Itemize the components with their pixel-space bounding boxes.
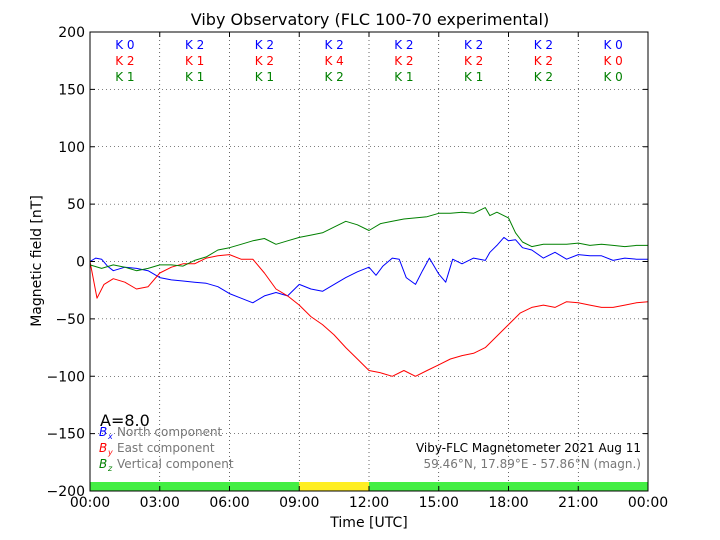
x-axis: 00:00 03:00 06:00 09:00 12:00 15:00 18:00 21:00… xyxy=(70,32,668,511)
k-index-value: K 1 xyxy=(185,54,204,68)
k-index-value: K 2 xyxy=(185,38,204,52)
series-line-y-component xyxy=(89,254,649,377)
legend-symbol: B xyxy=(99,457,107,471)
x-tick-label: 03:00 xyxy=(140,495,180,511)
legend-symbol: B xyxy=(99,441,107,455)
y-tick-label: 200 xyxy=(58,25,85,41)
k-index-value: K 0 xyxy=(603,54,622,68)
y-axis-label: Magnetic field [nT] xyxy=(29,195,45,327)
station-info-line1: Viby-FLC Magnetometer 2021 Aug 11 xyxy=(416,441,641,455)
x-tick-label: 21:00 xyxy=(558,495,598,511)
legend-subscript: z xyxy=(107,464,113,473)
activity-segment xyxy=(299,482,369,491)
x-tick-label: 00:00 xyxy=(70,495,110,511)
k-index-value: K 0 xyxy=(603,70,622,84)
k-index-value: K 1 xyxy=(115,70,134,84)
legend-symbol: B xyxy=(99,425,107,439)
x-tick-label: 00:00 xyxy=(628,495,668,511)
station-info-line2: 59.46°N, 17.89°E - 57.86°N (magn.) xyxy=(424,457,641,471)
legend-subscript: x xyxy=(107,432,113,441)
y-tick-label: 0 xyxy=(76,255,85,271)
y-tick-label: −150 xyxy=(47,427,85,443)
y-tick-label: 50 xyxy=(67,197,85,213)
x-tick-label: 06:00 xyxy=(209,495,249,511)
k-index-value: K 2 xyxy=(534,38,553,52)
x-tick-label: 12:00 xyxy=(349,495,389,511)
series-line-z-component xyxy=(89,207,648,272)
activity-segment xyxy=(90,482,300,491)
k-index-value: K 2 xyxy=(394,38,413,52)
y-tick-label: −100 xyxy=(47,369,85,385)
k-index-value: K 2 xyxy=(324,38,343,52)
y-tick-label: −200 xyxy=(47,484,85,500)
k-index-value: K 2 xyxy=(394,54,413,68)
k-index-value: K 2 xyxy=(464,38,483,52)
k-index-value: K 1 xyxy=(255,70,274,84)
k-index-value: K 1 xyxy=(185,70,204,84)
y-tick-label: −50 xyxy=(55,312,85,328)
k-index-value: K 2 xyxy=(534,54,553,68)
k-index-value: K 2 xyxy=(464,54,483,68)
a-index-label: A=8.0 xyxy=(100,411,150,430)
series-layer xyxy=(89,207,649,377)
k-index-value: K 2 xyxy=(255,54,274,68)
grid xyxy=(90,32,648,491)
legend-label: East component xyxy=(117,441,215,455)
k-index-value: K 1 xyxy=(394,70,413,84)
k-index-value: K 1 xyxy=(464,70,483,84)
k-index-value: K 0 xyxy=(603,38,622,52)
y-tick-label: 150 xyxy=(58,82,85,98)
x-tick-label: 09:00 xyxy=(279,495,319,511)
legend-label: North component xyxy=(117,425,223,439)
k-index-value: K 0 xyxy=(115,38,134,52)
k-index-table: K 0 K 2 K 2 K 2 K 2 K 2 K 2 K 0 K 2 K 1 K 2 K 4 K 2 K… xyxy=(115,38,623,84)
legend-label: Vertical component xyxy=(117,457,234,471)
series-line-x-component xyxy=(89,236,648,304)
chart-title: Viby Observatory (FLC 100-70 experimenta… xyxy=(191,10,550,29)
y-tick-label: 100 xyxy=(58,140,85,156)
k-index-value: K 2 xyxy=(324,70,343,84)
legend-subscript: y xyxy=(107,448,113,457)
y-axis: 200 150 100 50 0 −50 −100 −150 −200 xyxy=(47,25,648,500)
k-index-value: K 2 xyxy=(534,70,553,84)
k-index-value: K 4 xyxy=(324,54,343,68)
k-index-value: K 2 xyxy=(255,38,274,52)
x-tick-label: 15:00 xyxy=(419,495,459,511)
x-tick-label: 18:00 xyxy=(488,495,528,511)
x-axis-label: Time [UTC] xyxy=(329,515,407,531)
k-index-value: K 2 xyxy=(115,54,134,68)
